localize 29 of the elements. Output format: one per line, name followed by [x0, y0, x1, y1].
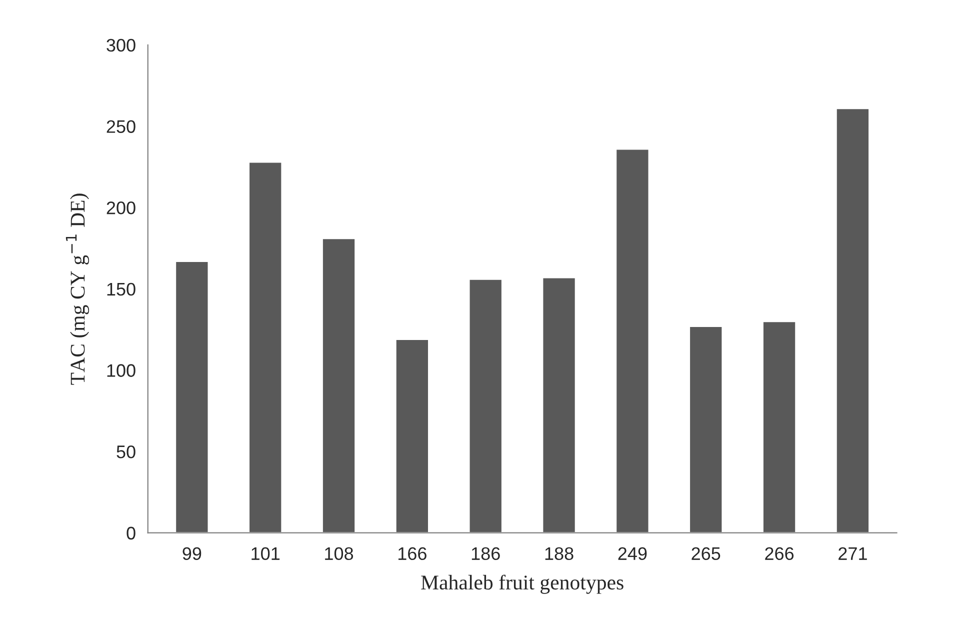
x-tick-label: 271 [838, 547, 867, 560]
y-tick-label: 100 [107, 364, 136, 377]
y-tick-label: 200 [106, 202, 136, 214]
x-axis-title: Mahaleb fruit genotypes [421, 574, 624, 594]
bar [615, 148, 650, 533]
x-tick-label: 101 [252, 547, 280, 560]
bar [762, 320, 796, 533]
x-tick-label: 249 [618, 547, 647, 560]
bar [394, 338, 430, 533]
bar [248, 161, 283, 533]
y-tick-label: 300 [106, 38, 136, 52]
x-tick-label: 188 [545, 547, 574, 560]
bar [542, 276, 576, 533]
y-tick-label: 250 [106, 120, 136, 133]
x-tick-label: 99 [182, 547, 202, 560]
y-tick-label: 0 [126, 526, 136, 540]
y-axis-title: TAC (mg CY g$^{−1}$ DE) [66, 194, 90, 385]
bar [835, 108, 870, 533]
bar [468, 278, 503, 533]
y-tick-label: 150 [107, 282, 136, 296]
y-tick-label: 50 [116, 445, 136, 458]
x-tick-label: 166 [398, 547, 426, 560]
bar [174, 260, 210, 533]
x-tick-label: 186 [472, 547, 500, 560]
x-tick-label: 108 [325, 547, 354, 560]
bar [688, 326, 724, 533]
bar [322, 238, 356, 533]
x-tick-label: 266 [765, 547, 794, 560]
x-tick-label: 265 [692, 547, 720, 560]
